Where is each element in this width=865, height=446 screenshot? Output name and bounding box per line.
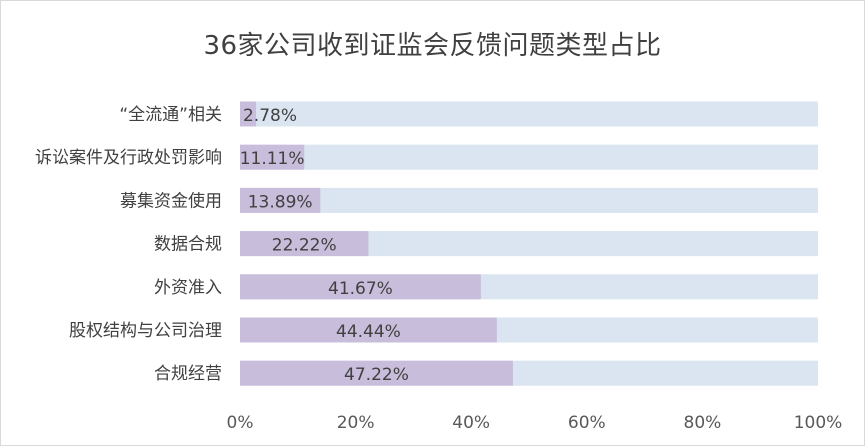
value-bar [240,231,369,257]
x-tick-label: 80% [684,413,722,433]
x-axis: 0% 20% 40% 60% 80% 100% [227,413,843,433]
value-bar [240,274,481,300]
bar-row: 外资准入 41.67% [154,274,818,300]
bar-rows: “全流通”相关 2.78% 诉讼案件及行政处罚影响 11.11% 募集资金使用 13.89… [35,101,818,386]
value-bar [240,187,321,213]
category-label: 数据合规 [154,235,222,255]
category-label: 合规经营 [154,364,222,384]
bar-row: 股权结构与公司治理 44.44% [69,317,818,343]
data-label: 22.22% [272,236,337,256]
bar-row: 募集资金使用 13.89% [120,187,818,213]
category-label: 募集资金使用 [120,190,222,211]
bar-row: 合规经营 47.22% [154,360,818,386]
data-label: 41.67% [328,279,393,299]
x-tick-label: 100% [794,413,843,433]
remainder-bar [240,144,818,170]
category-label: “全流通”相关 [119,105,222,125]
data-label: 2.78% [243,106,297,126]
x-tick-label: 0% [227,413,254,433]
bar-row: 诉讼案件及行政处罚影响 11.11% [35,144,818,170]
data-label: 44.44% [336,322,401,342]
bar-row: “全流通”相关 2.78% [119,101,818,127]
x-tick-label: 60% [568,413,606,433]
value-bar [240,360,513,386]
value-bar [240,317,497,343]
value-bar [240,144,305,170]
data-label: 47.22% [344,365,409,385]
remainder-bar [240,187,818,213]
x-tick-label: 40% [452,413,490,433]
x-tick-label: 20% [337,413,375,433]
remainder-bar [240,101,818,127]
value-bar [240,101,257,127]
category-label: 外资准入 [154,278,222,298]
chart-title: 36家公司收到证监会反馈问题类型占比 [203,31,662,61]
bar-row: 数据合规 22.22% [154,231,818,257]
category-label: 股权结构与公司治理 [69,321,222,341]
data-label: 13.89% [248,192,313,212]
category-label: 诉讼案件及行政处罚影响 [35,148,222,168]
data-label: 11.11% [240,149,305,169]
